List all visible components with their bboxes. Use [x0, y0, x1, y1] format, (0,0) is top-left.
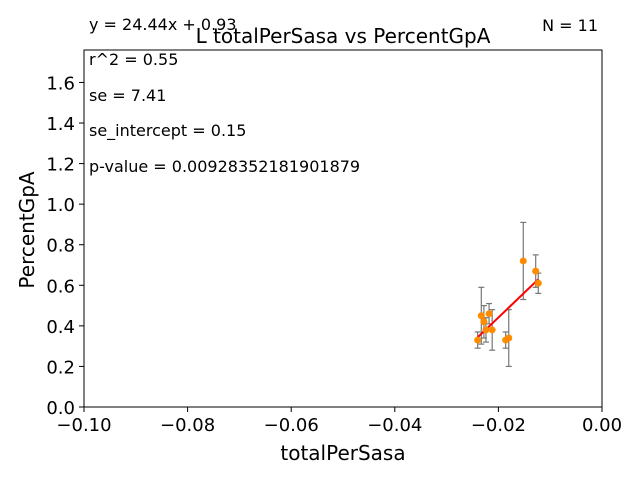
x-tick-label: −0.10: [56, 415, 111, 436]
data-point: [532, 267, 540, 275]
se-intercept-annotation: se_intercept = 0.15: [89, 121, 246, 141]
x-tick-label: 0.00: [582, 415, 622, 436]
y-tick-label: 0.8: [46, 236, 75, 257]
data-points: [474, 257, 542, 344]
data-point: [485, 310, 493, 318]
data-point: [477, 312, 485, 320]
chart-title: L totalPerSasa vs PercentGpA: [196, 24, 491, 48]
data-point: [505, 334, 513, 342]
data-point: [480, 318, 488, 326]
fit-equation: y = 24.44x + 0.93: [89, 15, 237, 34]
data-point: [488, 326, 496, 334]
y-tick-label: 1.6: [46, 73, 75, 94]
data-point: [482, 326, 490, 334]
x-tick-label: −0.08: [160, 415, 215, 436]
data-point: [474, 336, 482, 344]
y-tick-label: 0.6: [46, 276, 75, 297]
plot-frame: [83, 49, 603, 408]
y-tick-label: 1.2: [46, 155, 75, 176]
y-tick-label: 0.0: [46, 398, 75, 419]
p-value-annotation: p-value = 0.00928352181901879: [89, 157, 360, 176]
y-tick-label: 1.4: [46, 114, 75, 135]
data-point: [519, 257, 527, 265]
y-axis-ticks: 0.0 0.2 0.4 0.6 0.8 1.0 1.2 1.4 1.6: [46, 73, 84, 419]
r-squared-annotation: r^2 = 0.55: [89, 50, 178, 69]
y-axis-label: PercentGpA: [15, 171, 39, 288]
y-tick-label: 0.2: [46, 357, 75, 378]
x-tick-label: −0.06: [264, 415, 319, 436]
x-axis-label: totalPerSasa: [280, 441, 405, 465]
standard-error-annotation: se = 7.41: [89, 86, 166, 105]
y-tick-label: 0.4: [46, 317, 75, 338]
y-tick-label: 1.0: [46, 195, 75, 216]
plot-area: [84, 50, 602, 407]
data-point: [534, 279, 542, 287]
x-axis-ticks: −0.10 −0.08 −0.06 −0.04 −0.02 0.00: [56, 407, 622, 436]
sample-count-label: N = 11: [542, 16, 598, 35]
x-tick-label: −0.02: [471, 415, 526, 436]
x-tick-label: −0.04: [367, 415, 422, 436]
